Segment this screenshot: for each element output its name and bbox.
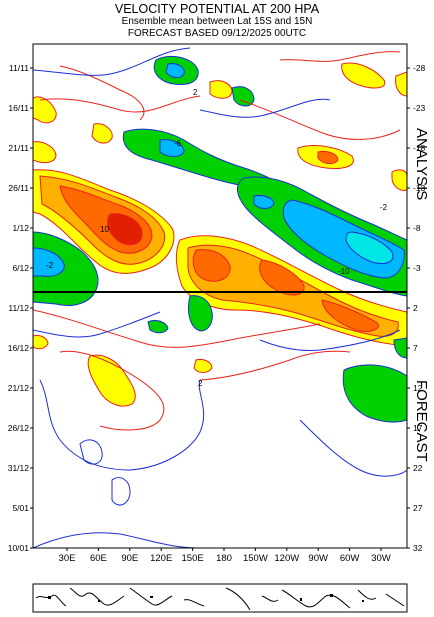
y-tick-label-right: 22 (413, 463, 423, 473)
x-tick-label: 120E (150, 553, 172, 564)
x-axis: 30E 60E 90E 120E 150E 180 150W 120W 90W 60W 30W (59, 548, 391, 564)
positive-area (107, 213, 143, 246)
x-tick-label: 60W (340, 553, 360, 564)
plot-frame (32, 43, 408, 549)
chart-title: VELOCITY POTENTIAL AT 200 HPA (114, 2, 320, 16)
y-tick-label-left: 6/12 (12, 263, 29, 273)
negative-area (231, 86, 255, 107)
positive-area (209, 80, 233, 99)
negative-area (253, 195, 275, 209)
x-tick-label: 30E (59, 553, 76, 564)
y-tick-label-right: 2 (413, 303, 418, 313)
negative-area (393, 337, 407, 359)
contour-label: -10 (338, 267, 350, 276)
positive-area (341, 62, 386, 89)
x-tick-label: 30W (371, 553, 391, 564)
positive-area (317, 151, 339, 165)
y-tick-label-left: 11/12 (8, 303, 29, 313)
y-tick-label-left: 5/01 (12, 503, 29, 513)
x-tick-label: 90W (308, 553, 328, 564)
negative-area (33, 231, 99, 306)
chart-subtitle: Ensemble mean between Lat 15S and 15N (121, 16, 313, 27)
y-tick-label-left: 10/01 (8, 543, 30, 553)
positive-area (321, 299, 379, 332)
contour-lines (33, 47, 407, 548)
chart-forecast-date: FORECAST BASED 09/12/2025 00UTC (127, 28, 307, 39)
positive-area (193, 359, 213, 373)
y-tick-label-right: -18 (413, 143, 426, 153)
y-tick-label-right: 12 (413, 383, 423, 393)
positive-area (87, 354, 136, 407)
contour-label: -6 (174, 139, 182, 148)
negative-area (345, 231, 394, 265)
positive-area (33, 141, 57, 164)
contour-label: -2 (46, 261, 54, 270)
x-tick-label: 180 (216, 553, 232, 564)
negative-area (147, 319, 169, 334)
y-tick-label-right: -3 (413, 263, 421, 273)
positive-area (33, 335, 49, 350)
x-tick-label: 120W (274, 553, 299, 564)
contour-label: 2 (193, 88, 198, 97)
y-tick-label-right: -28 (413, 63, 426, 73)
y-axis-left: 11/11 16/11 21/11 26/11 1/12 6/12 11/12 16/12 21… (8, 63, 33, 553)
contour-label: 10 (100, 225, 109, 234)
y-tick-label-left: 26/12 (8, 423, 30, 433)
y-tick-label-right: -8 (413, 223, 421, 233)
y-tick-label-left: 16/11 (8, 103, 29, 113)
positive-area (395, 71, 407, 97)
positive-area (33, 96, 57, 124)
y-tick-label-right: 17 (413, 423, 423, 433)
contour-label: -2 (380, 203, 388, 212)
y-tick-label-right: 32 (413, 543, 423, 553)
negative-area (187, 295, 213, 332)
negative-area (165, 63, 185, 79)
y-tick-label-right: -13 (413, 183, 426, 193)
negative-area (159, 139, 185, 157)
x-tick-label: 90E (121, 553, 138, 564)
y-tick-label-left: 16/12 (8, 343, 30, 353)
y-tick-label-left: 26/11 (8, 183, 29, 193)
positive-area (391, 169, 407, 191)
longitude-map-strip (32, 583, 408, 613)
negative-area (342, 364, 407, 423)
y-tick-label-left: 11/11 (9, 63, 29, 73)
contour-field: 2 -2 -6 10 -10 2 -2 (33, 47, 407, 548)
y-tick-label-left: 21/11 (8, 143, 29, 153)
y-tick-label-left: 21/12 (8, 383, 30, 393)
positive-area (91, 123, 113, 144)
forecast-side-label: FORECAST (413, 380, 430, 462)
analysis-side-label: ANALYSIS (413, 128, 430, 201)
x-tick-label: 150E (182, 553, 204, 564)
x-tick-label: 60E (90, 553, 107, 564)
x-tick-label: 150W (243, 553, 268, 564)
contour-label: 2 (198, 379, 203, 388)
y-tick-label-left: 31/12 (8, 463, 30, 473)
positive-area (259, 259, 305, 296)
y-tick-label-right: -23 (413, 103, 426, 113)
positive-area (192, 249, 231, 282)
negative-area (33, 247, 65, 277)
y-tick-label-right: 7 (413, 343, 418, 353)
y-tick-label-left: 1/12 (12, 223, 29, 233)
y-tick-label-right: 27 (413, 503, 423, 513)
